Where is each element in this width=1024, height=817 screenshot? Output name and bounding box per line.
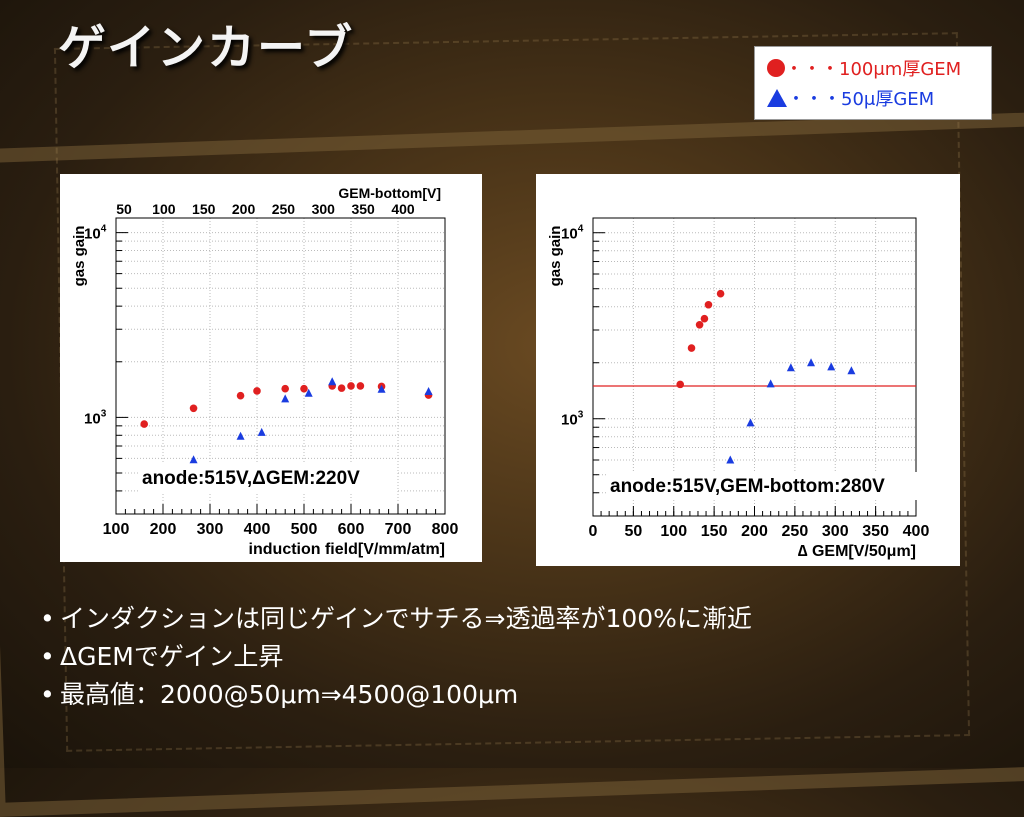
bullet-list: • インダクションは同じゲインでサチる⇒透過率が100%に漸近 • ΔGEMでゲイン… — [40, 600, 752, 714]
x2-tick-label: 400 — [391, 201, 415, 217]
data-point-circle — [704, 300, 713, 309]
legend-dots: ・・・ — [787, 89, 841, 110]
x2-tick-label: 300 — [312, 201, 336, 217]
legend-label: 50μ厚GEM — [841, 89, 935, 110]
data-point-circle — [337, 384, 346, 392]
bullet-item: • ΔGEMでゲイン上昇 — [40, 642, 284, 671]
x-tick-label: 250 — [782, 523, 809, 540]
legend-item-50um: ・・・ 50μ厚GEM — [767, 85, 934, 111]
data-point-triangle — [746, 418, 755, 427]
blue-triangle-marker-icon — [767, 89, 787, 107]
data-point-triangle — [189, 455, 198, 464]
annotation-background — [138, 464, 396, 492]
data-point-triangle — [257, 427, 266, 436]
data-point-triangle — [726, 455, 735, 464]
x-tick-label: 100 — [103, 521, 130, 538]
x-tick-label: 350 — [862, 523, 889, 540]
data-point-circle — [189, 404, 198, 413]
x2-tick-label: 150 — [192, 201, 216, 217]
data-point-circle — [695, 320, 704, 329]
y-axis-label: gas gain — [547, 226, 564, 287]
x2-tick-label: 200 — [232, 201, 256, 217]
data-point-circle — [700, 314, 709, 323]
chart-delta-gem: 0 50 100 150 200 250 300 350 400 103 104 gas gain ∆ … — [536, 174, 960, 566]
x-tick-label: 800 — [432, 521, 459, 538]
x-tick-label: 700 — [385, 521, 412, 538]
x-tick-label: 300 — [822, 523, 849, 540]
annotation-text: anode:515V,ΔGEM:220V — [142, 468, 360, 489]
x-tick-label: 200 — [150, 521, 177, 538]
x2-tick-label: 350 — [351, 201, 375, 217]
data-point-circle — [716, 289, 725, 298]
plot-frame — [592, 217, 917, 517]
data-point-triangle — [766, 379, 775, 388]
data-point-triangle — [281, 394, 290, 403]
plot-frame — [115, 217, 446, 515]
x-tick-label: 100 — [660, 523, 687, 540]
bullet-item: • 最高値：2000@50μm⇒4500@100μm — [40, 680, 519, 709]
x2-tick-label: 50 — [116, 201, 132, 217]
x-tick-label: 200 — [741, 523, 768, 540]
data-point-triangle — [328, 377, 337, 386]
data-point-circle — [140, 420, 148, 428]
data-point-circle — [356, 382, 365, 390]
x-tick-label: 0 — [589, 523, 598, 540]
data-point-triangle — [847, 366, 856, 375]
y-tick-label: 104 — [561, 224, 584, 243]
data-point-triangle — [827, 362, 836, 371]
y-tick-label: 103 — [561, 410, 584, 429]
y-tick-label: 104 — [84, 224, 107, 243]
data-point-triangle — [304, 388, 313, 397]
legend-box: ・・・ 100μm厚GEM ・・・ 50μ厚GEM — [754, 46, 992, 120]
legend-label: 100μm厚GEM — [839, 59, 962, 80]
data-point-triangle — [424, 387, 433, 396]
legend-dots: ・・・ — [785, 59, 839, 80]
x-tick-label: 150 — [701, 523, 728, 540]
legend-item-100um: ・・・ 100μm厚GEM — [767, 55, 961, 81]
chart-induction-field: 100 200 300 400 500 600 700 800 103 104 gas gain in… — [60, 174, 482, 562]
data-point-triangle — [807, 358, 816, 367]
slide-title: ゲインカーブ — [58, 20, 355, 76]
x2-axis-label: GEM-bottom[V] — [338, 185, 441, 201]
x-tick-label: 600 — [338, 521, 365, 538]
x2-tick-label: 100 — [152, 201, 176, 217]
x-tick-label: 50 — [624, 523, 642, 540]
data-point-circle — [300, 384, 308, 393]
data-point-circle — [687, 344, 696, 352]
data-point-triangle — [377, 384, 386, 393]
data-point-circle — [236, 391, 245, 400]
bullet-item: • インダクションは同じゲインでサチる⇒透過率が100%に漸近 — [40, 604, 752, 633]
x-tick-label: 500 — [291, 521, 318, 538]
x-axis-label: induction field[V/mm/atm] — [249, 541, 445, 558]
data-point-triangle — [236, 431, 245, 440]
annotation-background — [606, 472, 942, 500]
x-axis-label: ∆ GEM[V/50μm] — [798, 543, 916, 560]
x-tick-label: 400 — [244, 521, 271, 538]
red-circle-marker-icon — [767, 59, 785, 77]
x2-tick-label: 250 — [272, 201, 296, 217]
data-point-circle — [281, 384, 289, 393]
data-point-circle — [253, 387, 261, 395]
y-tick-label: 103 — [84, 408, 107, 427]
data-point-circle — [676, 380, 685, 389]
annotation-text: anode:515V,GEM-bottom:280V — [610, 476, 885, 497]
data-point-triangle — [786, 363, 795, 372]
x-tick-label: 400 — [903, 523, 930, 540]
data-point-circle — [347, 382, 355, 390]
y-axis-label: gas gain — [71, 226, 88, 287]
x-tick-label: 300 — [197, 521, 224, 538]
